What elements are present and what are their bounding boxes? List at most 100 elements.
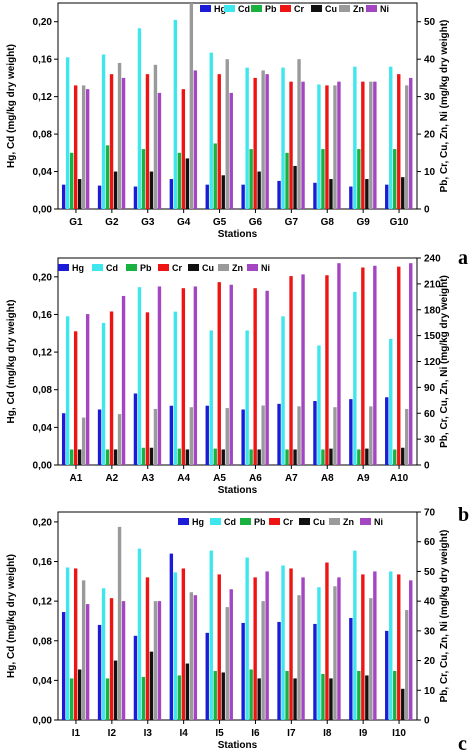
bar-zn	[225, 607, 229, 720]
legend-swatch-hg	[58, 264, 69, 271]
bar-cd	[281, 565, 285, 720]
legend-swatch-cu	[188, 264, 199, 271]
left-tick-label: 0,16	[33, 310, 53, 321]
bar-cd	[389, 66, 393, 209]
x-tick-label: A10	[390, 473, 409, 484]
bar-cd	[353, 550, 357, 720]
bar-zn	[153, 64, 158, 209]
left-tick-label: 0,12	[33, 597, 53, 608]
bar-pb	[321, 449, 325, 465]
bar-cu	[401, 177, 405, 209]
left-tick-label: 0,12	[33, 92, 53, 103]
bar-cr	[181, 89, 186, 209]
bar-pb	[213, 143, 217, 209]
bar-zn	[117, 62, 122, 209]
bar-cd	[317, 345, 321, 465]
bar-cr	[325, 85, 329, 209]
legend-swatch-pb	[251, 5, 262, 12]
bar-zn	[117, 414, 122, 465]
x-tick-label: G4	[177, 217, 191, 228]
bar-cr	[361, 574, 365, 720]
legend-swatch-cr	[269, 518, 280, 525]
left-tick-label: 0,00	[33, 716, 53, 727]
bar-cd	[317, 587, 321, 720]
legend-label: Pb	[254, 517, 266, 527]
bar-ni	[157, 286, 162, 465]
bar-ni	[301, 274, 305, 465]
bar-cu	[221, 672, 225, 720]
legend-swatch-cu	[299, 518, 310, 525]
right-tick-label: 150	[424, 331, 441, 342]
left-tick-label: 0,20	[33, 17, 53, 28]
bar-pb	[213, 448, 217, 465]
bar-zn	[189, 592, 194, 720]
legend-swatch-zn	[339, 5, 350, 12]
bar-cu	[293, 678, 297, 720]
bar-ni	[157, 92, 162, 209]
bar-zn	[405, 610, 409, 720]
x-tick-label: I5	[215, 728, 224, 739]
x-tick-label: A7	[285, 473, 298, 484]
legend-label: Hg	[192, 517, 204, 527]
right-axis-title: Pb, Cr, Cu, Zn, Ni (mg/kg dry weight)	[439, 275, 450, 448]
bar-pb	[105, 678, 110, 720]
bar-cu	[185, 663, 190, 720]
bar-ni	[121, 77, 126, 209]
left-tick-label: 0,00	[33, 205, 53, 216]
bar-cr	[217, 282, 221, 465]
bar-zn	[81, 580, 86, 720]
legend-swatch-cd	[224, 5, 235, 12]
right-tick-label: 180	[424, 305, 441, 316]
bar-ni	[193, 595, 198, 720]
x-tick-label: I9	[359, 728, 368, 739]
bar-hg	[385, 184, 389, 209]
right-tick-label: 50	[424, 17, 436, 28]
panel-b: 0,00 0,04 0,08 0,12 0,16 0,20 0 30 60 90 120 150 180…	[6, 254, 469, 527]
bar-zn	[81, 417, 86, 465]
bar-cu	[293, 165, 297, 209]
bar-zn	[261, 70, 265, 209]
bar-pb	[285, 449, 289, 465]
legend-swatch-ni	[247, 264, 258, 271]
bar-ni	[265, 571, 269, 720]
bar-cd	[353, 291, 357, 465]
bar-zn	[225, 408, 229, 465]
legend-swatch-zn	[218, 264, 229, 271]
bar-cr	[181, 288, 186, 465]
right-tick-label: 10	[424, 167, 436, 178]
bar-pb	[249, 449, 253, 465]
bar-zn	[369, 406, 373, 465]
bar-cr	[325, 275, 329, 465]
right-tick-label: 120	[424, 357, 441, 368]
bar-cr	[253, 577, 257, 720]
bar-cu	[185, 158, 190, 209]
x-tick-label: G8	[321, 217, 335, 228]
bar-hg	[169, 405, 174, 465]
x-tick-label: G3	[141, 217, 155, 228]
x-tick-label: I4	[179, 728, 188, 739]
legend-label: Zn	[353, 4, 364, 14]
bar-hg	[349, 399, 353, 465]
bar-cu	[113, 660, 118, 720]
bar-cd	[281, 67, 285, 209]
x-tick-label: A9	[357, 473, 370, 484]
right-tick-label: 40	[424, 597, 436, 608]
bar-pb	[105, 145, 110, 209]
x-tick-label: I7	[287, 728, 296, 739]
bar-cd	[245, 557, 249, 720]
x-tick-label: I3	[144, 728, 153, 739]
right-tick-label: 90	[424, 383, 436, 394]
bar-hg	[385, 630, 389, 720]
bar-zn	[297, 406, 301, 465]
left-tick-label: 0,20	[33, 272, 53, 283]
bar-ni	[409, 263, 413, 465]
legend-swatch-cu	[311, 5, 322, 12]
legend-label: Cr	[294, 4, 304, 14]
bar-hg	[61, 184, 66, 209]
legend-swatch-ni	[360, 518, 371, 525]
bar-ni	[409, 580, 413, 720]
bar-ni	[193, 286, 198, 465]
bar-hg	[277, 621, 281, 720]
legend-label: Zn	[232, 263, 243, 273]
bar-cu	[293, 449, 297, 465]
